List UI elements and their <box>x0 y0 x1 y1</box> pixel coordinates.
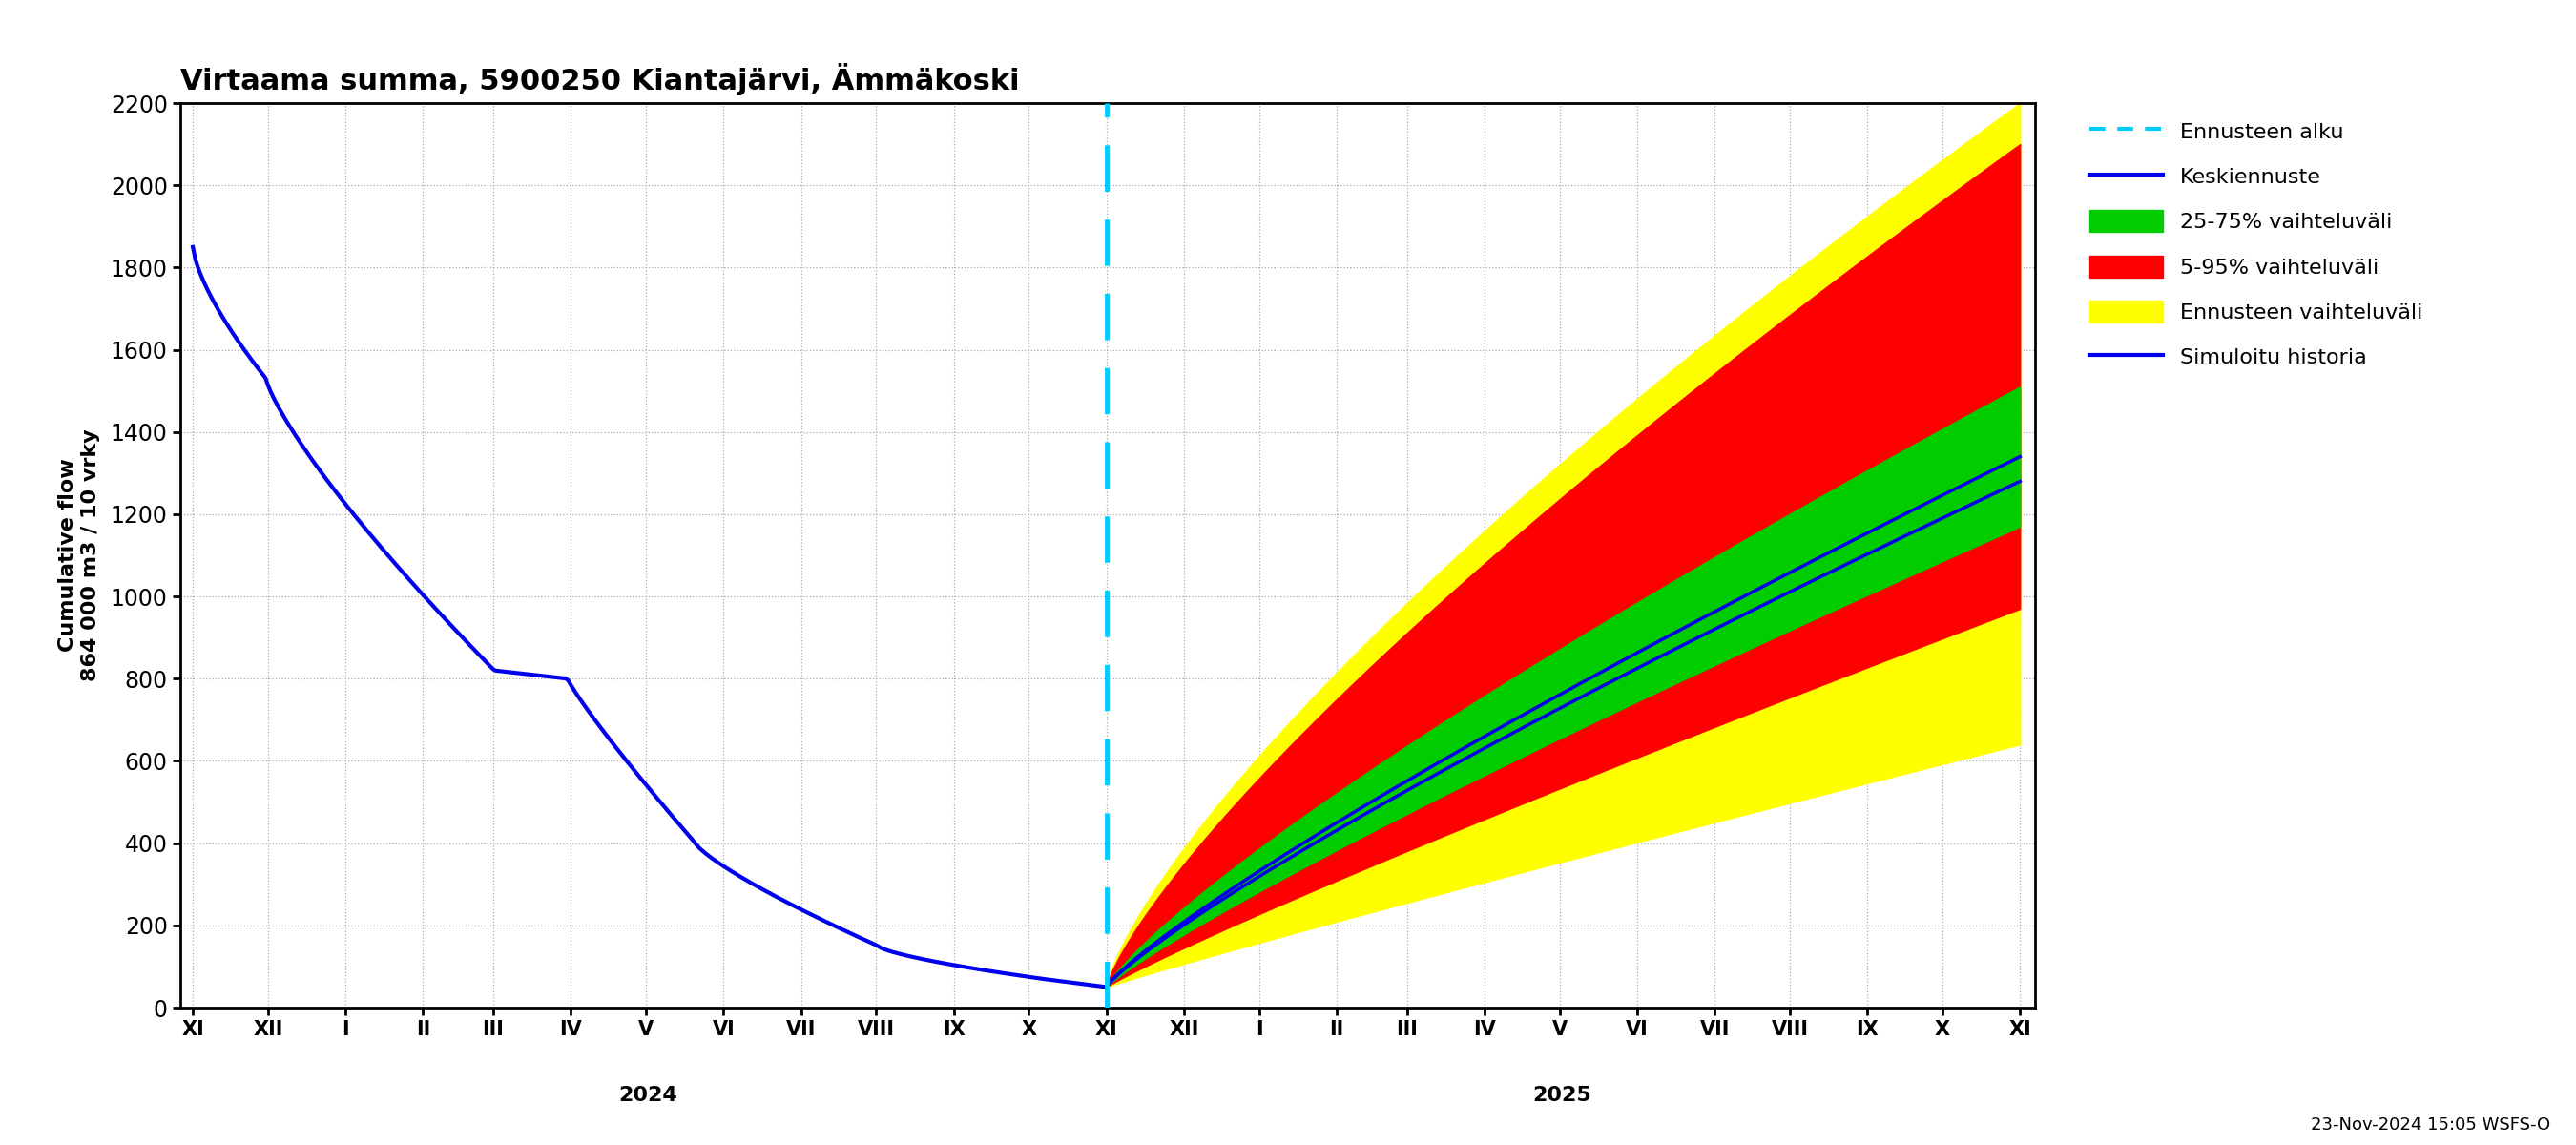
Y-axis label: Cumulative flow
864 000 m3 / 10 vrky: Cumulative flow 864 000 m3 / 10 vrky <box>59 429 100 681</box>
Text: Virtaama summa, 5900250 Kiantajärvi, Ämmäkoski: Virtaama summa, 5900250 Kiantajärvi, Ämm… <box>180 63 1020 95</box>
Legend: Ennusteen alku, Keskiennuste, 25-75% vaihteluväli, 5-95% vaihteluväli, Ennusteen: Ennusteen alku, Keskiennuste, 25-75% vai… <box>2084 113 2429 374</box>
Text: 23-Nov-2024 15:05 WSFS-O: 23-Nov-2024 15:05 WSFS-O <box>2311 1116 2550 1134</box>
Text: 2025: 2025 <box>1533 1085 1592 1105</box>
Text: 2024: 2024 <box>618 1085 677 1105</box>
